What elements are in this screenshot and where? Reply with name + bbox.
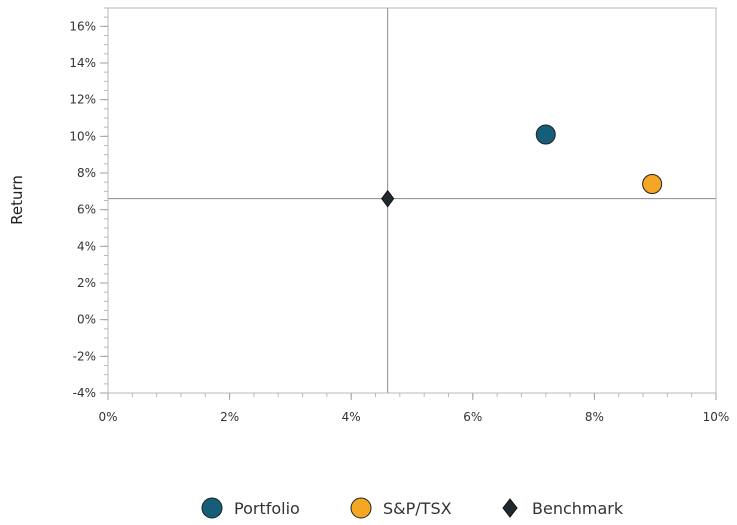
data-points xyxy=(381,124,663,208)
y-tick-label: 10% xyxy=(69,129,96,143)
benchmark-legend-label: Benchmark xyxy=(532,499,624,518)
s-p-tsx-legend-marker xyxy=(350,497,372,519)
x-tick-label: 2% xyxy=(220,410,239,424)
y-tick-label: -2% xyxy=(73,349,96,363)
y-tick-label: 14% xyxy=(69,56,96,70)
portfolio-legend-label: Portfolio xyxy=(234,499,300,518)
minor-ticks xyxy=(104,7,717,397)
y-tick-label: -4% xyxy=(73,386,96,400)
benchmark-legend-marker xyxy=(502,498,518,518)
x-tick-label: 4% xyxy=(342,410,361,424)
y-tick-label: 4% xyxy=(77,239,96,253)
x-tick-label: 10% xyxy=(703,410,730,424)
x-tick-label: 6% xyxy=(463,410,482,424)
y-tick-label: 8% xyxy=(77,166,96,180)
portfolio-legend-marker xyxy=(201,497,223,519)
y-tick-label: 6% xyxy=(77,203,96,217)
x-tick-label: 0% xyxy=(98,410,117,424)
tick-labels: 0% 2% 4% 6% 8% 10% -4% -2% 0% 2% 4% 6% 8% 10% 12% 14% 16… xyxy=(69,19,729,424)
x-tick-label: 8% xyxy=(585,410,604,424)
legend: Portfolio S&P/TSX Benchmark xyxy=(201,497,624,519)
s-p-tsx-legend-label: S&P/TSX xyxy=(383,499,452,518)
y-tick-label: 12% xyxy=(69,93,96,107)
reference-lines xyxy=(108,8,716,393)
major-ticks xyxy=(100,25,717,400)
portfolio-point xyxy=(535,124,556,145)
y-tick-label: 16% xyxy=(69,19,96,33)
y-axis-title: Return xyxy=(8,175,26,225)
s-p-tsx-point xyxy=(642,174,663,194)
y-tick-label: 0% xyxy=(77,313,96,327)
y-tick-label: 2% xyxy=(77,276,96,290)
plot-area xyxy=(107,7,717,394)
benchmark-point xyxy=(381,189,395,208)
